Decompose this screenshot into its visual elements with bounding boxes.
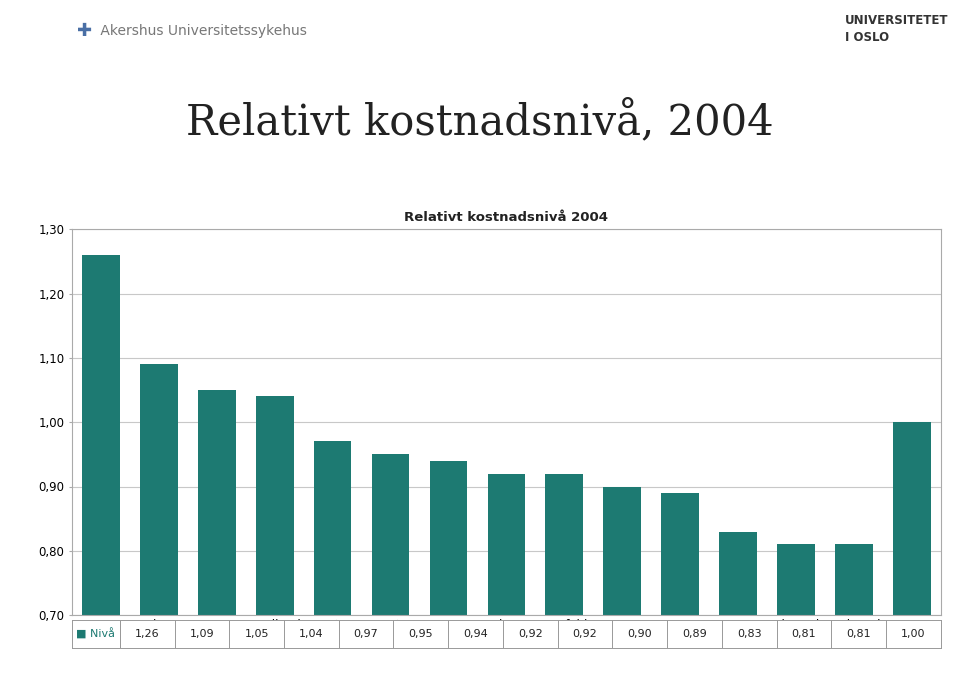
- Bar: [488, 473, 525, 615]
- Bar: [140, 364, 178, 615]
- Text: 0,83: 0,83: [737, 629, 761, 639]
- Bar: [198, 390, 235, 615]
- Text: UNIVERSITETET
I OSLO: UNIVERSITETET I OSLO: [845, 14, 948, 44]
- Text: 0,92: 0,92: [573, 629, 597, 639]
- Bar: [778, 544, 815, 615]
- Text: ■ Nivå: ■ Nivå: [77, 628, 115, 639]
- Text: 0,92: 0,92: [517, 629, 542, 639]
- Bar: [314, 441, 351, 615]
- Text: 0,81: 0,81: [847, 629, 871, 639]
- Text: 1,26: 1,26: [134, 629, 159, 639]
- Text: 0,89: 0,89: [683, 629, 707, 639]
- Bar: [604, 486, 641, 615]
- Bar: [661, 493, 699, 615]
- Bar: [545, 473, 583, 615]
- Text: 0,81: 0,81: [792, 629, 816, 639]
- Bar: [372, 455, 409, 615]
- Text: Akershus Universitetssykehus: Akershus Universitetssykehus: [96, 24, 307, 38]
- Text: ✚: ✚: [77, 22, 92, 40]
- Text: Relativt kostnadsnivå, 2004: Relativt kostnadsnivå, 2004: [186, 100, 774, 143]
- Title: Relativt kostnadsnivå 2004: Relativt kostnadsnivå 2004: [404, 211, 609, 224]
- Bar: [256, 396, 294, 615]
- Bar: [835, 544, 873, 615]
- Bar: [430, 461, 468, 615]
- Text: 1,00: 1,00: [901, 629, 925, 639]
- Bar: [83, 255, 120, 615]
- Bar: [893, 422, 930, 615]
- Text: 1,05: 1,05: [245, 629, 269, 639]
- Text: 1,09: 1,09: [189, 629, 214, 639]
- Text: 0,94: 0,94: [463, 629, 488, 639]
- Text: 0,97: 0,97: [353, 629, 378, 639]
- Bar: [719, 532, 756, 615]
- Text: 0,95: 0,95: [409, 629, 433, 639]
- Text: 0,90: 0,90: [628, 629, 652, 639]
- Text: 1,04: 1,04: [300, 629, 324, 639]
